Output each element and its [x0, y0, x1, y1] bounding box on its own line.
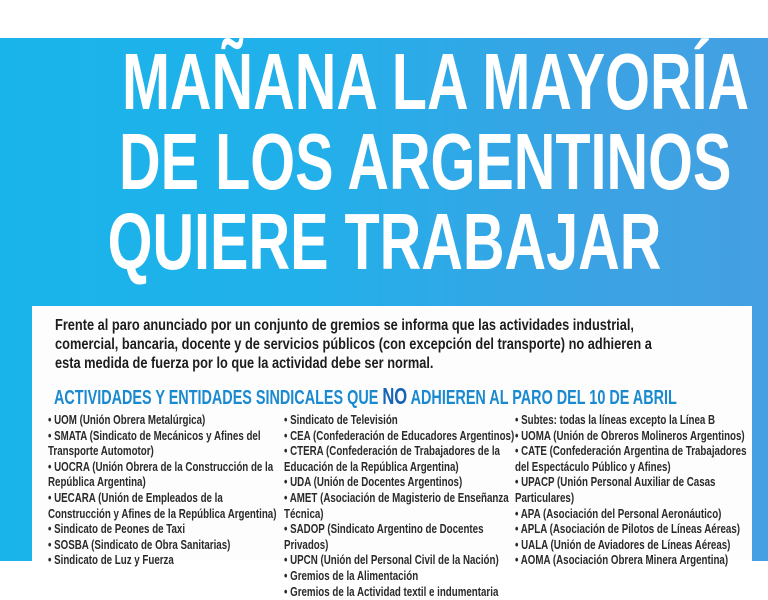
headline-line: DE LOS ARGENTINOS	[0, 122, 768, 202]
list-item: • UPCN (Unión del Personal Civil de la N…	[284, 553, 499, 568]
list-item: • CATE (Confederación Argentina de Traba…	[515, 444, 747, 474]
list-item: • Sindicato de Televisión	[284, 413, 398, 427]
list-item: • UDA (Unión de Docentes Argentinos)	[284, 475, 463, 490]
headline-text: DE LOS ARGENTINOS	[119, 117, 732, 206]
union-list-column-1: • UOM (Unión Obrera Metalúrgica) • SMATA …	[48, 413, 282, 569]
list-item: • Gremios de la Alimentación	[284, 568, 419, 583]
list-item: • SMATA (Sindicato de Mecánicos y Afines…	[48, 428, 261, 459]
list-item: • SOSBA (Sindicato de Obra Sanitarias)	[48, 537, 231, 552]
section-heading: ACTIVIDADES Y ENTIDADES SINDICALES QUE N…	[54, 383, 677, 410]
list-item: • UPACP (Unión Personal Auxiliar de Casa…	[515, 475, 716, 505]
list-item: • Sindicato de Peones de Taxi	[48, 522, 186, 537]
union-list-column-2: • Sindicato de Televisión • CEA (Confeder…	[284, 413, 518, 600]
list-item: • UOM (Unión Obrera Metalúrgica)	[48, 413, 206, 427]
section-heading-text: ADHIEREN AL PARO DEL 10 DE ABRIL	[407, 387, 677, 409]
content-panel: Frente al paro anunciado por un conjunto…	[32, 306, 752, 599]
list-item: • UOCRA (Unión Obrera de la Construcción…	[48, 459, 274, 490]
list-item: • Subtes: todas la líneas excepto la Lín…	[515, 413, 716, 427]
headline-text: QUIERE TRABAJAR	[107, 197, 662, 286]
headline-line: MAÑANA LA MAYORÍA	[0, 42, 768, 122]
headline-text: MAÑANA LA MAYORÍA	[121, 37, 750, 126]
headline: MAÑANA LA MAYORÍA DE LOS ARGENTINOS QUIE…	[0, 42, 768, 282]
list-item: • UOMA (Unión de Obreros Molineros Argen…	[515, 428, 745, 443]
intro-paragraph: Frente al paro anunciado por un conjunto…	[55, 317, 652, 372]
list-item: • Sindicato de Luz y Fuerza	[48, 553, 174, 568]
section-heading-emphasis: NO	[382, 383, 408, 409]
list-item: • APLA (Asociación de Pilotos de Líneas …	[515, 522, 741, 537]
list-item: • CTERA (Confederación de Trabajadores d…	[284, 444, 500, 474]
list-item: • AOMA (Asociación Obrera Minera Argenti…	[515, 553, 729, 568]
list-item: • CEA (Confederación de Educadores Argen…	[284, 428, 515, 443]
list-item: • UECARA (Unión de Empleados de la Const…	[48, 490, 277, 521]
list-item: • SADOP (Sindicato Argentino de Docentes…	[284, 522, 484, 552]
list-item: • Gremios de la Actividad textil e indum…	[284, 584, 499, 599]
list-item: • APA (Asociación del Personal Aeronáuti…	[515, 506, 722, 521]
headline-line: QUIERE TRABAJAR	[0, 202, 768, 282]
union-list-column-3: • Subtes: todas la líneas excepto la Lín…	[515, 413, 749, 569]
section-heading-text: ACTIVIDADES Y ENTIDADES SINDICALES QUE	[54, 387, 383, 409]
list-item: • AMET (Asociación de Magisterio de Ense…	[284, 490, 509, 521]
list-item: • UALA (Unión de Aviadores de Líneas Aér…	[515, 537, 731, 552]
